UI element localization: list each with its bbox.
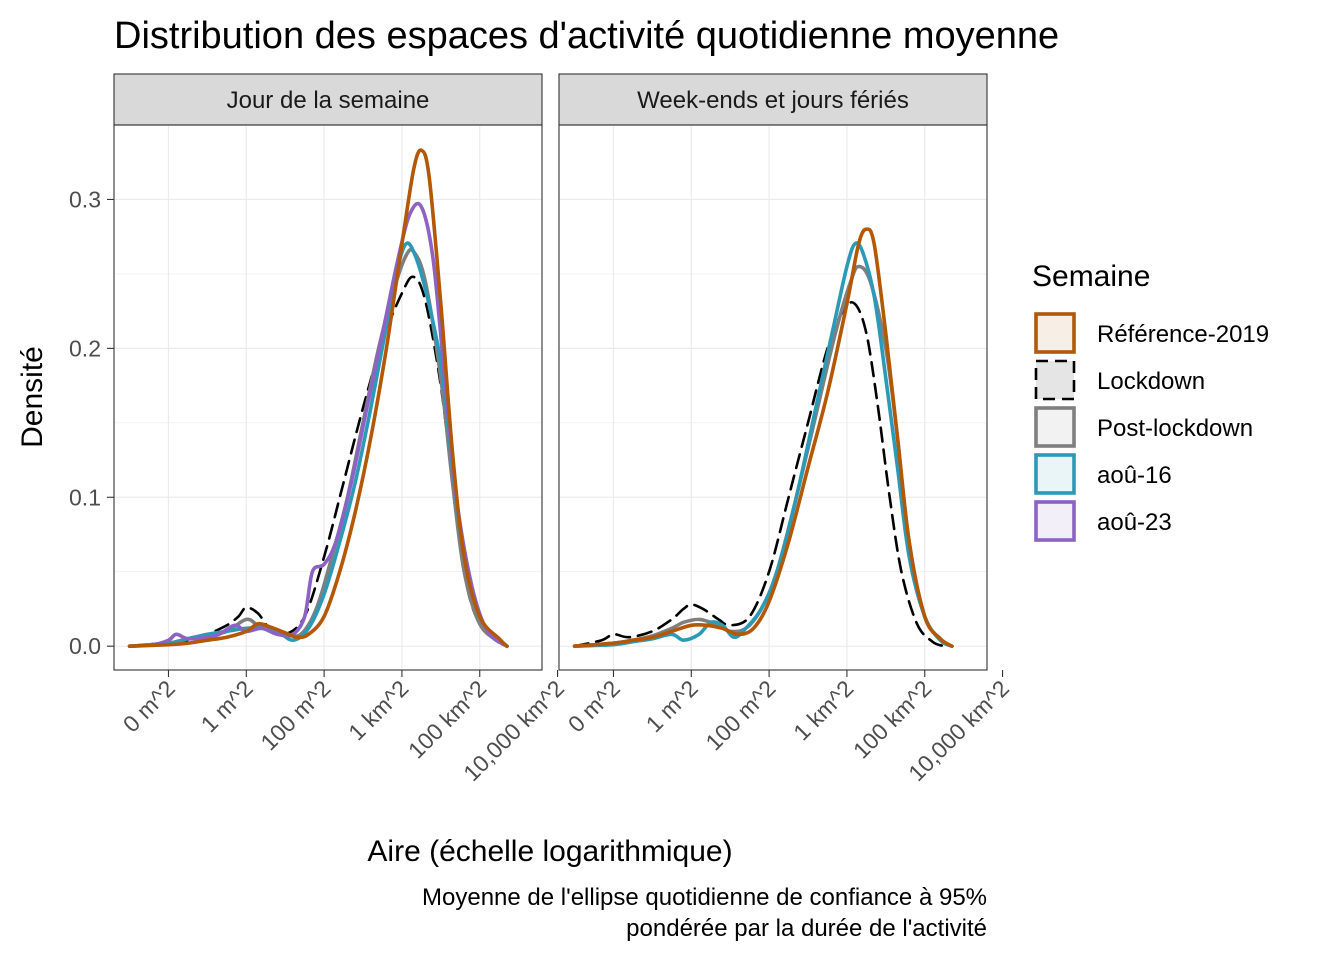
- x-tick-label: 0 m^2: [563, 675, 625, 737]
- legend-key: [1034, 453, 1076, 495]
- series-line-ao-23: [127, 201, 509, 648]
- series-line-r-f-rence-2019: [127, 148, 509, 648]
- panel-weekday: Jour de la semaine: [113, 73, 543, 671]
- x-tick-label: 1 m^2: [641, 675, 703, 737]
- legend: Semaine Référence-2019 Lockdown Post-lockd…: [1032, 260, 1269, 542]
- legend-key: [1034, 359, 1076, 401]
- series-line-ao-16: [572, 241, 954, 648]
- series-line-lockdown: [573, 300, 946, 648]
- legend-label: Post-lockdown: [1097, 415, 1253, 442]
- strip-label-weekend: Week-ends et jours fériés: [637, 87, 909, 114]
- y-tick-label: 0.3: [69, 186, 101, 212]
- legend-key: [1034, 312, 1076, 354]
- legend-label: aoû-16: [1097, 462, 1172, 489]
- y-tick-label: 0.2: [69, 335, 101, 361]
- panel-border: [113, 124, 543, 671]
- x-axis-title: Aire (échelle logarithmique): [367, 835, 732, 868]
- legend-label: Lockdown: [1097, 368, 1205, 395]
- x-tick-label: 1 km^2: [788, 675, 858, 745]
- strip-background: [558, 73, 988, 126]
- x-tick-label: 0 m^2: [118, 675, 180, 737]
- caption-line-1: Moyenne de l'ellipse quotidienne de conf…: [422, 884, 987, 911]
- series-line-lockdown: [128, 275, 509, 648]
- y-tick-label: 0.0: [69, 633, 101, 659]
- panel-grid: [559, 125, 987, 670]
- x-tick-label: 1 m^2: [196, 675, 258, 737]
- panel-weekend: Week-ends et jours fériés: [558, 73, 988, 671]
- strip-label-weekday: Jour de la semaine: [227, 87, 430, 114]
- legend-item: aoû-23: [1034, 500, 1172, 542]
- x-tick-label: 100 m^2: [255, 675, 335, 755]
- legend-label: aoû-23: [1097, 509, 1172, 536]
- legend-title: Semaine: [1032, 260, 1150, 293]
- legend-item: Post-lockdown: [1034, 406, 1253, 448]
- x-tick-label: 1 km^2: [343, 675, 413, 745]
- panel-border: [558, 124, 988, 671]
- strip-background: [113, 73, 543, 126]
- caption-line-2: pondérée par la durée de l'activité: [626, 915, 987, 942]
- y-tick-label: 0.1: [69, 484, 101, 510]
- legend-item: aoû-16: [1034, 453, 1172, 495]
- x-tick-label: 100 m^2: [700, 675, 780, 755]
- y-axis-title: Densité: [16, 346, 49, 448]
- legend-key: [1034, 500, 1076, 542]
- legend-label: Référence-2019: [1097, 321, 1269, 348]
- legend-items: Référence-2019 Lockdown Post-lockdown aoû-1…: [1034, 312, 1269, 542]
- legend-key: [1034, 406, 1076, 448]
- legend-item: Référence-2019: [1034, 312, 1269, 354]
- panel-grid: [114, 125, 542, 670]
- panel-series: [127, 148, 509, 648]
- y-axis: 0.0 0.1 0.2 0.3: [69, 186, 114, 659]
- chart-title: Distribution des espaces d'activité quot…: [114, 15, 1059, 57]
- legend-item: Lockdown: [1034, 359, 1205, 401]
- panel-series: [572, 227, 954, 648]
- series-line-r-f-rence-2019: [572, 227, 954, 648]
